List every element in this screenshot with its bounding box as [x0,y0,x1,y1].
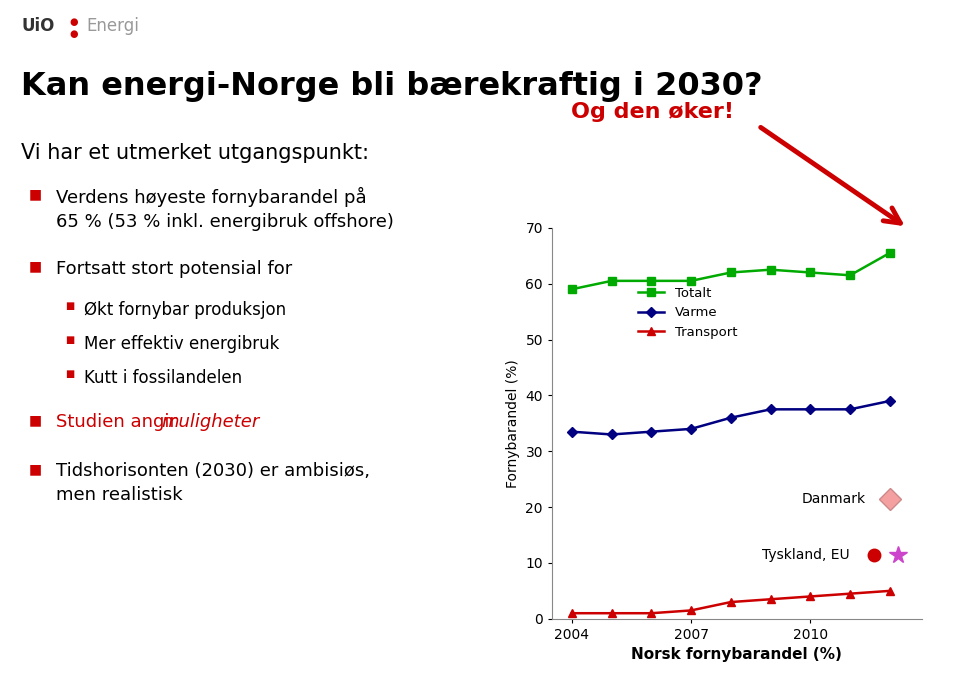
Text: ■: ■ [29,260,42,274]
Text: Og den øker!: Og den øker! [571,103,734,122]
Text: ■: ■ [29,187,42,201]
Legend: Totalt, Varme, Transport: Totalt, Varme, Transport [633,282,742,344]
Text: Kutt i fossilandelen: Kutt i fossilandelen [84,369,243,386]
X-axis label: Norsk fornybarandel (%): Norsk fornybarandel (%) [632,647,842,662]
Text: ■: ■ [29,413,42,428]
Text: Kan energi-Norge bli bærekraftig i 2030?: Kan energi-Norge bli bærekraftig i 2030? [21,71,763,103]
Text: muligheter: muligheter [161,413,259,431]
Text: ■: ■ [65,301,75,311]
Text: Energi: Energi [86,17,139,35]
Text: Danmark: Danmark [802,492,866,506]
Y-axis label: Fornybarandel (%): Fornybarandel (%) [506,359,519,488]
Text: Vi har et utmerket utgangspunkt:: Vi har et utmerket utgangspunkt: [21,143,369,163]
Text: Mer effektiv energibruk: Mer effektiv energibruk [84,335,280,352]
Text: ■: ■ [29,462,42,477]
Text: Fortsatt stort potensial for: Fortsatt stort potensial for [56,260,292,277]
Text: ●: ● [69,17,78,27]
Text: Studien angir: Studien angir [56,413,182,431]
Text: Økt fornybar produksjon: Økt fornybar produksjon [84,301,287,318]
Text: Tyskland, EU: Tyskland, EU [762,547,850,562]
Text: Tidshorisonten (2030) er ambisiøs,
men realistisk: Tidshorisonten (2030) er ambisiøs, men r… [56,462,370,504]
Text: UiO: UiO [21,17,55,35]
Text: Verdens høyeste fornybarandel på
65 % (53 % inkl. energibruk offshore): Verdens høyeste fornybarandel på 65 % (5… [56,187,394,231]
Text: ●: ● [69,29,78,39]
Text: ■: ■ [65,335,75,345]
Text: ■: ■ [65,369,75,379]
